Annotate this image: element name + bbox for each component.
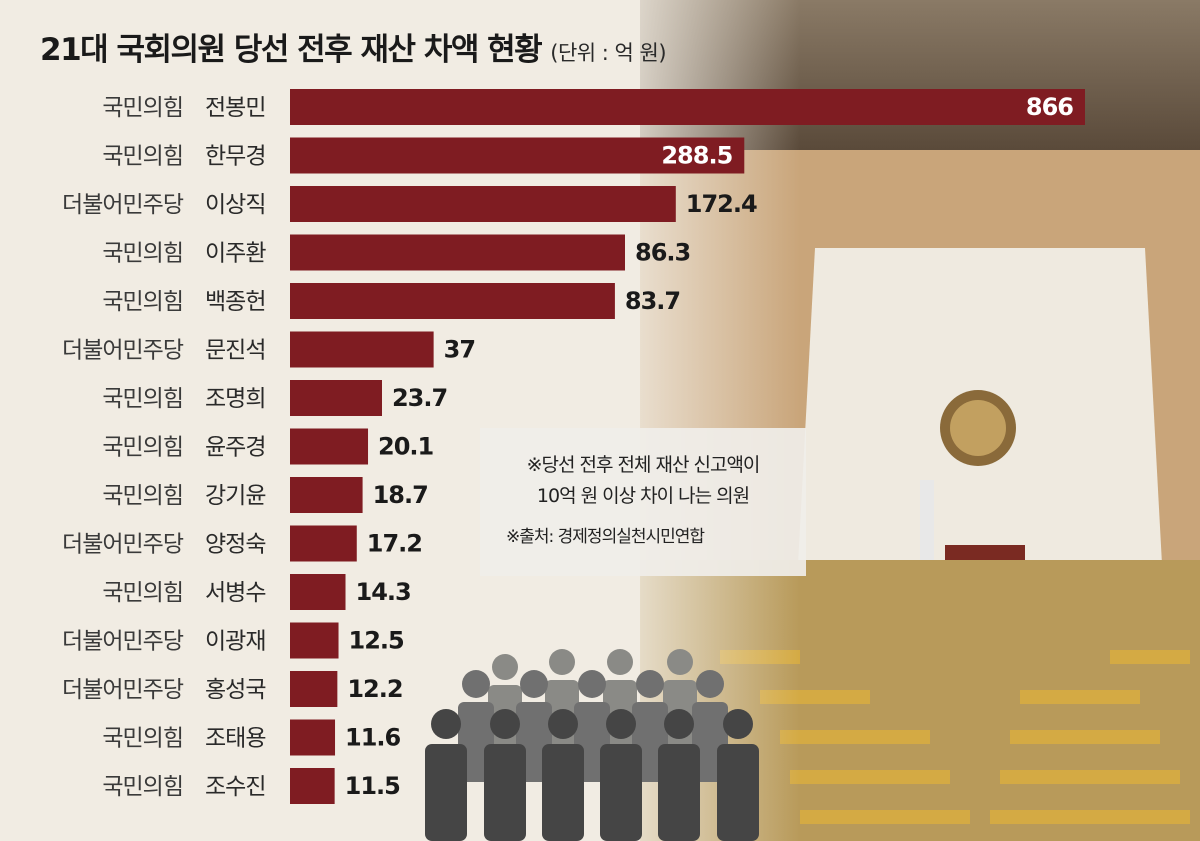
party-label: 국민의힘 xyxy=(102,289,183,315)
party-label: 국민의힘 xyxy=(102,726,183,752)
bar xyxy=(290,186,676,222)
chart-title: 21대 국회의원 당선 전후 재산 차액 현황 xyxy=(40,32,543,68)
value-label: 288.5 xyxy=(661,142,732,170)
chart-unit: (단위 : 억 원) xyxy=(550,41,667,65)
value-label: 866 xyxy=(1026,93,1073,121)
party-label: 국민의힘 xyxy=(102,580,183,606)
people-silhouettes-front xyxy=(425,709,759,841)
member-name-label: 조태용 xyxy=(205,726,265,752)
value-label: 172.4 xyxy=(686,190,757,218)
bar xyxy=(290,89,1085,125)
bar xyxy=(290,283,615,319)
bar xyxy=(290,671,338,707)
bar xyxy=(290,428,369,465)
member-name-label: 양정숙 xyxy=(205,532,265,558)
member-name-label: 한무경 xyxy=(205,144,265,170)
party-label: 국민의힘 xyxy=(102,144,183,170)
value-label: 37 xyxy=(444,336,475,364)
bar xyxy=(290,331,434,368)
party-label: 국민의힘 xyxy=(102,435,183,461)
flag-icon xyxy=(920,480,934,580)
member-name-label: 이광재 xyxy=(205,629,265,655)
bar xyxy=(290,525,357,562)
party-label: 더불어민주당 xyxy=(62,677,184,703)
value-label: 23.7 xyxy=(392,384,447,412)
member-name-label: 조수진 xyxy=(205,774,265,800)
party-label: 더불어민주당 xyxy=(62,532,184,558)
bar xyxy=(290,380,382,416)
member-name-label: 전봉민 xyxy=(205,95,265,121)
note-line-1: ※당선 전후 전체 재산 신고액이 xyxy=(526,454,761,476)
member-name-label: 이주환 xyxy=(205,241,266,267)
bar xyxy=(290,719,336,756)
value-label: 17.2 xyxy=(367,530,422,558)
party-label: 국민의힘 xyxy=(102,241,183,267)
value-label: 11.6 xyxy=(345,724,401,752)
member-name-label: 윤주경 xyxy=(205,435,265,461)
note-box: ※당선 전후 전체 재산 신고액이 10억 원 이상 차이 나는 의원 ※출처:… xyxy=(480,428,806,576)
bar xyxy=(290,768,335,804)
value-label: 12.5 xyxy=(349,627,405,655)
party-label: 국민의힘 xyxy=(102,95,183,121)
member-name-label: 홍성국 xyxy=(205,677,265,703)
party-label: 국민의힘 xyxy=(102,386,183,412)
chart-header: 21대 국회의원 당선 전후 재산 차액 현황 (단위 : 억 원) xyxy=(40,24,667,69)
party-label: 더불어민주당 xyxy=(62,338,184,364)
value-label: 18.7 xyxy=(373,481,428,509)
party-label: 더불어민주당 xyxy=(62,192,184,218)
member-name-label: 이상직 xyxy=(205,192,265,218)
bar xyxy=(290,574,346,610)
bar xyxy=(290,477,363,513)
value-label: 83.7 xyxy=(625,287,680,315)
value-label: 86.3 xyxy=(635,239,690,267)
member-name-label: 문진석 xyxy=(205,338,265,364)
party-label: 국민의힘 xyxy=(102,483,183,509)
value-label: 14.3 xyxy=(356,578,411,606)
party-label: 더불어민주당 xyxy=(62,629,184,655)
bar xyxy=(290,234,625,271)
member-name-label: 강기윤 xyxy=(205,483,265,509)
member-name-label: 백종헌 xyxy=(205,289,265,315)
bar xyxy=(290,622,339,659)
bar xyxy=(290,137,745,174)
value-label: 12.2 xyxy=(347,675,402,703)
value-label: 20.1 xyxy=(378,433,434,461)
note-line-2: 10억 원 이상 차이 나는 의원 xyxy=(536,485,750,507)
note-source: ※출처: 경제정의실천시민연합 xyxy=(506,527,705,547)
member-name-label: 조명희 xyxy=(205,386,265,412)
member-name-label: 서병수 xyxy=(205,580,265,606)
party-label: 국민의힘 xyxy=(102,774,183,800)
value-label: 11.5 xyxy=(345,772,401,800)
